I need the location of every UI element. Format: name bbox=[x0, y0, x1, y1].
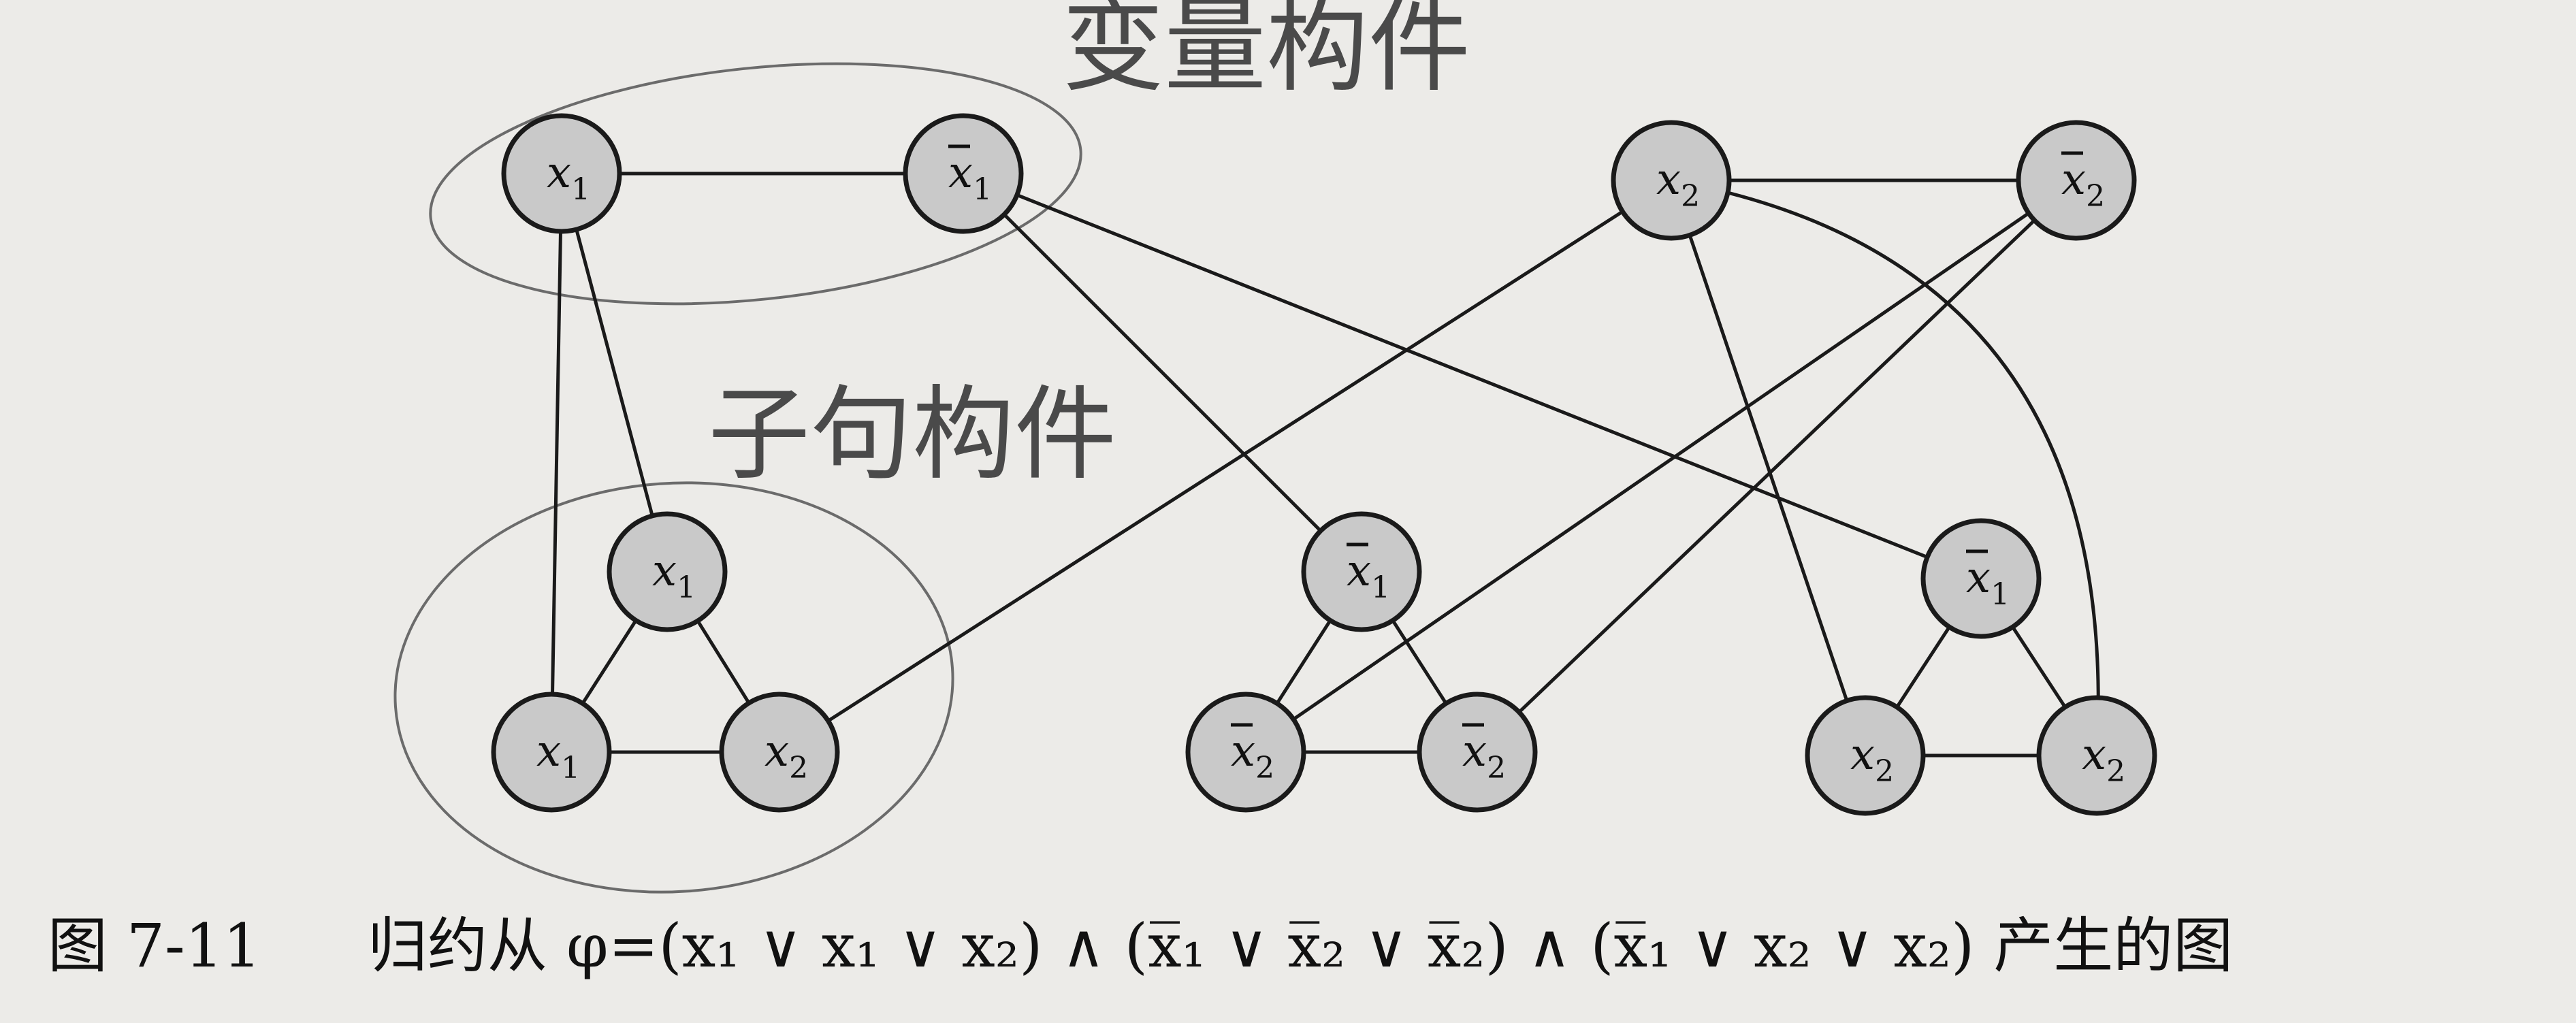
node-c1_bl: x1 bbox=[491, 692, 612, 813]
node-circle bbox=[903, 113, 1024, 234]
edge-v_x2-c3_bl bbox=[1669, 180, 1867, 756]
node-v_x2: x2 bbox=[1611, 120, 1732, 241]
edge-v_x2-c3_br bbox=[1671, 178, 2100, 756]
node-label: x2 bbox=[1462, 726, 1506, 785]
node-c2_bl: x2 bbox=[1185, 692, 1306, 813]
node-c2_top: x1 bbox=[1301, 511, 1422, 632]
edge-v_nx2-c2_br bbox=[1476, 179, 2078, 753]
node-circle bbox=[607, 511, 728, 632]
node-label: x1 bbox=[652, 546, 696, 605]
node-circle bbox=[1805, 695, 1926, 816]
node-v_nx1: x1 bbox=[903, 113, 1024, 234]
clause-gadget-annotation: 子句构件 bbox=[708, 376, 1116, 494]
node-c1_br: x2 bbox=[719, 692, 840, 813]
node-label: x2 bbox=[1231, 726, 1274, 785]
node-circle bbox=[1301, 511, 1422, 632]
node-label: x1 bbox=[536, 726, 580, 785]
node-circle bbox=[719, 692, 840, 813]
node-circle bbox=[1185, 692, 1306, 813]
node-circle bbox=[491, 692, 612, 813]
node-label: x1 bbox=[547, 148, 590, 207]
node-circle bbox=[2036, 695, 2157, 816]
node-label: x1 bbox=[1347, 546, 1390, 605]
variable-gadget-outline bbox=[429, 62, 1082, 306]
node-label: x1 bbox=[1966, 553, 2010, 612]
edge-v_x1-c1_bl bbox=[549, 173, 564, 753]
node-circle bbox=[1417, 692, 1538, 813]
figure-caption-text: 归约从 φ=(x₁ ∨ x₁ ∨ x₂) ∧ (x̅₁ ∨ x̅₂ ∨ x̅₂)… bbox=[368, 911, 2233, 981]
variable-gadget-annotation: 变量构件 bbox=[1062, 0, 1470, 106]
edge-v_nx1-c2_top bbox=[962, 172, 1363, 573]
node-c3_top: x1 bbox=[1920, 518, 2042, 639]
node-circle bbox=[1611, 120, 1732, 241]
node-v_nx2: x2 bbox=[2016, 120, 2137, 241]
figure-caption-label: 图 7-11 bbox=[48, 911, 261, 981]
node-v_x1: x1 bbox=[501, 113, 622, 234]
edge-v_x1-c1_top bbox=[560, 173, 669, 572]
clause-gadget-outline bbox=[393, 481, 954, 894]
node-c1_top: x1 bbox=[607, 511, 728, 632]
node-label: x1 bbox=[948, 148, 992, 207]
node-label: x2 bbox=[764, 726, 808, 785]
node-c2_br: x2 bbox=[1417, 692, 1538, 813]
node-circle bbox=[1920, 518, 2042, 639]
node-circle bbox=[501, 113, 622, 234]
node-c3_br: x2 bbox=[2036, 695, 2157, 816]
edge-v_nx2-c2_bl bbox=[1244, 178, 2078, 754]
edge-v_nx1-c3_top bbox=[963, 172, 1982, 581]
node-circle bbox=[2016, 120, 2137, 241]
node-label: x2 bbox=[2082, 730, 2125, 789]
node-label: x2 bbox=[2061, 155, 2105, 214]
edge-v_x2-c1_br bbox=[778, 178, 1673, 754]
node-label: x2 bbox=[1850, 730, 1894, 789]
node-c3_bl: x2 bbox=[1805, 695, 1926, 816]
graph-nodes: x1 x1 x2 x2 x1 x1 x2 x1 x2 x2 x1 x2 x2 bbox=[491, 113, 2157, 816]
node-label: x2 bbox=[1656, 155, 1700, 214]
